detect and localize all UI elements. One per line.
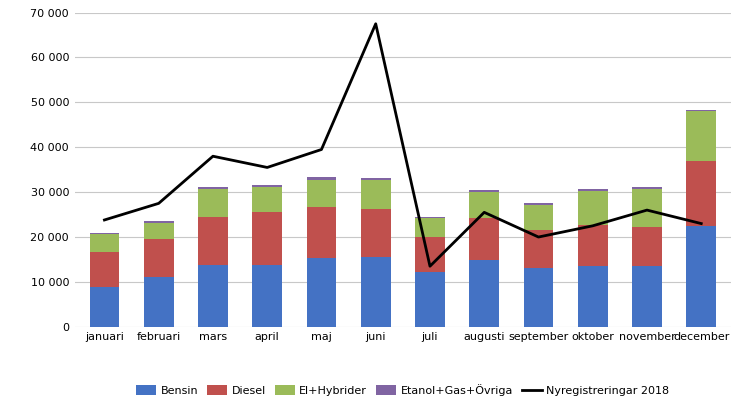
Bar [469,192,499,218]
Bar [144,239,174,277]
Bar [198,187,228,189]
Bar [469,260,499,327]
Bar [198,265,228,327]
Bar [198,217,228,265]
Bar [307,258,336,327]
Bar [578,225,608,266]
Bar [252,212,282,265]
Bar [144,223,174,239]
Bar [361,209,391,257]
Bar [361,180,391,209]
Bar [632,187,662,189]
Bar [469,190,499,192]
Bar [415,272,445,327]
Bar [252,184,282,187]
Bar [90,233,119,234]
Bar [469,218,499,260]
Bar [307,177,336,180]
Bar [307,207,336,258]
Bar [252,187,282,212]
Bar [415,217,445,218]
Bar [632,189,662,227]
Bar [632,227,662,266]
Bar [361,178,391,180]
Bar [144,221,174,223]
Bar [686,109,716,111]
Bar [686,226,716,327]
Bar [524,268,554,327]
Bar [524,230,554,268]
Bar [307,180,336,207]
Bar [144,277,174,327]
Bar [524,203,554,205]
Bar [90,234,119,252]
Bar [198,189,228,217]
Bar [415,238,445,272]
Bar [686,161,716,226]
Bar [686,111,716,161]
Bar [578,266,608,327]
Bar [578,189,608,191]
Legend: Bensin, Diesel, El+Hybrider, Etanol+Gas+Övriga, Nyregistreringar 2018: Bensin, Diesel, El+Hybrider, Etanol+Gas+… [132,380,674,400]
Bar [361,257,391,327]
Bar [632,266,662,327]
Bar [524,205,554,230]
Bar [252,265,282,327]
Bar [415,218,445,238]
Bar [578,191,608,225]
Bar [90,252,119,287]
Bar [90,287,119,327]
